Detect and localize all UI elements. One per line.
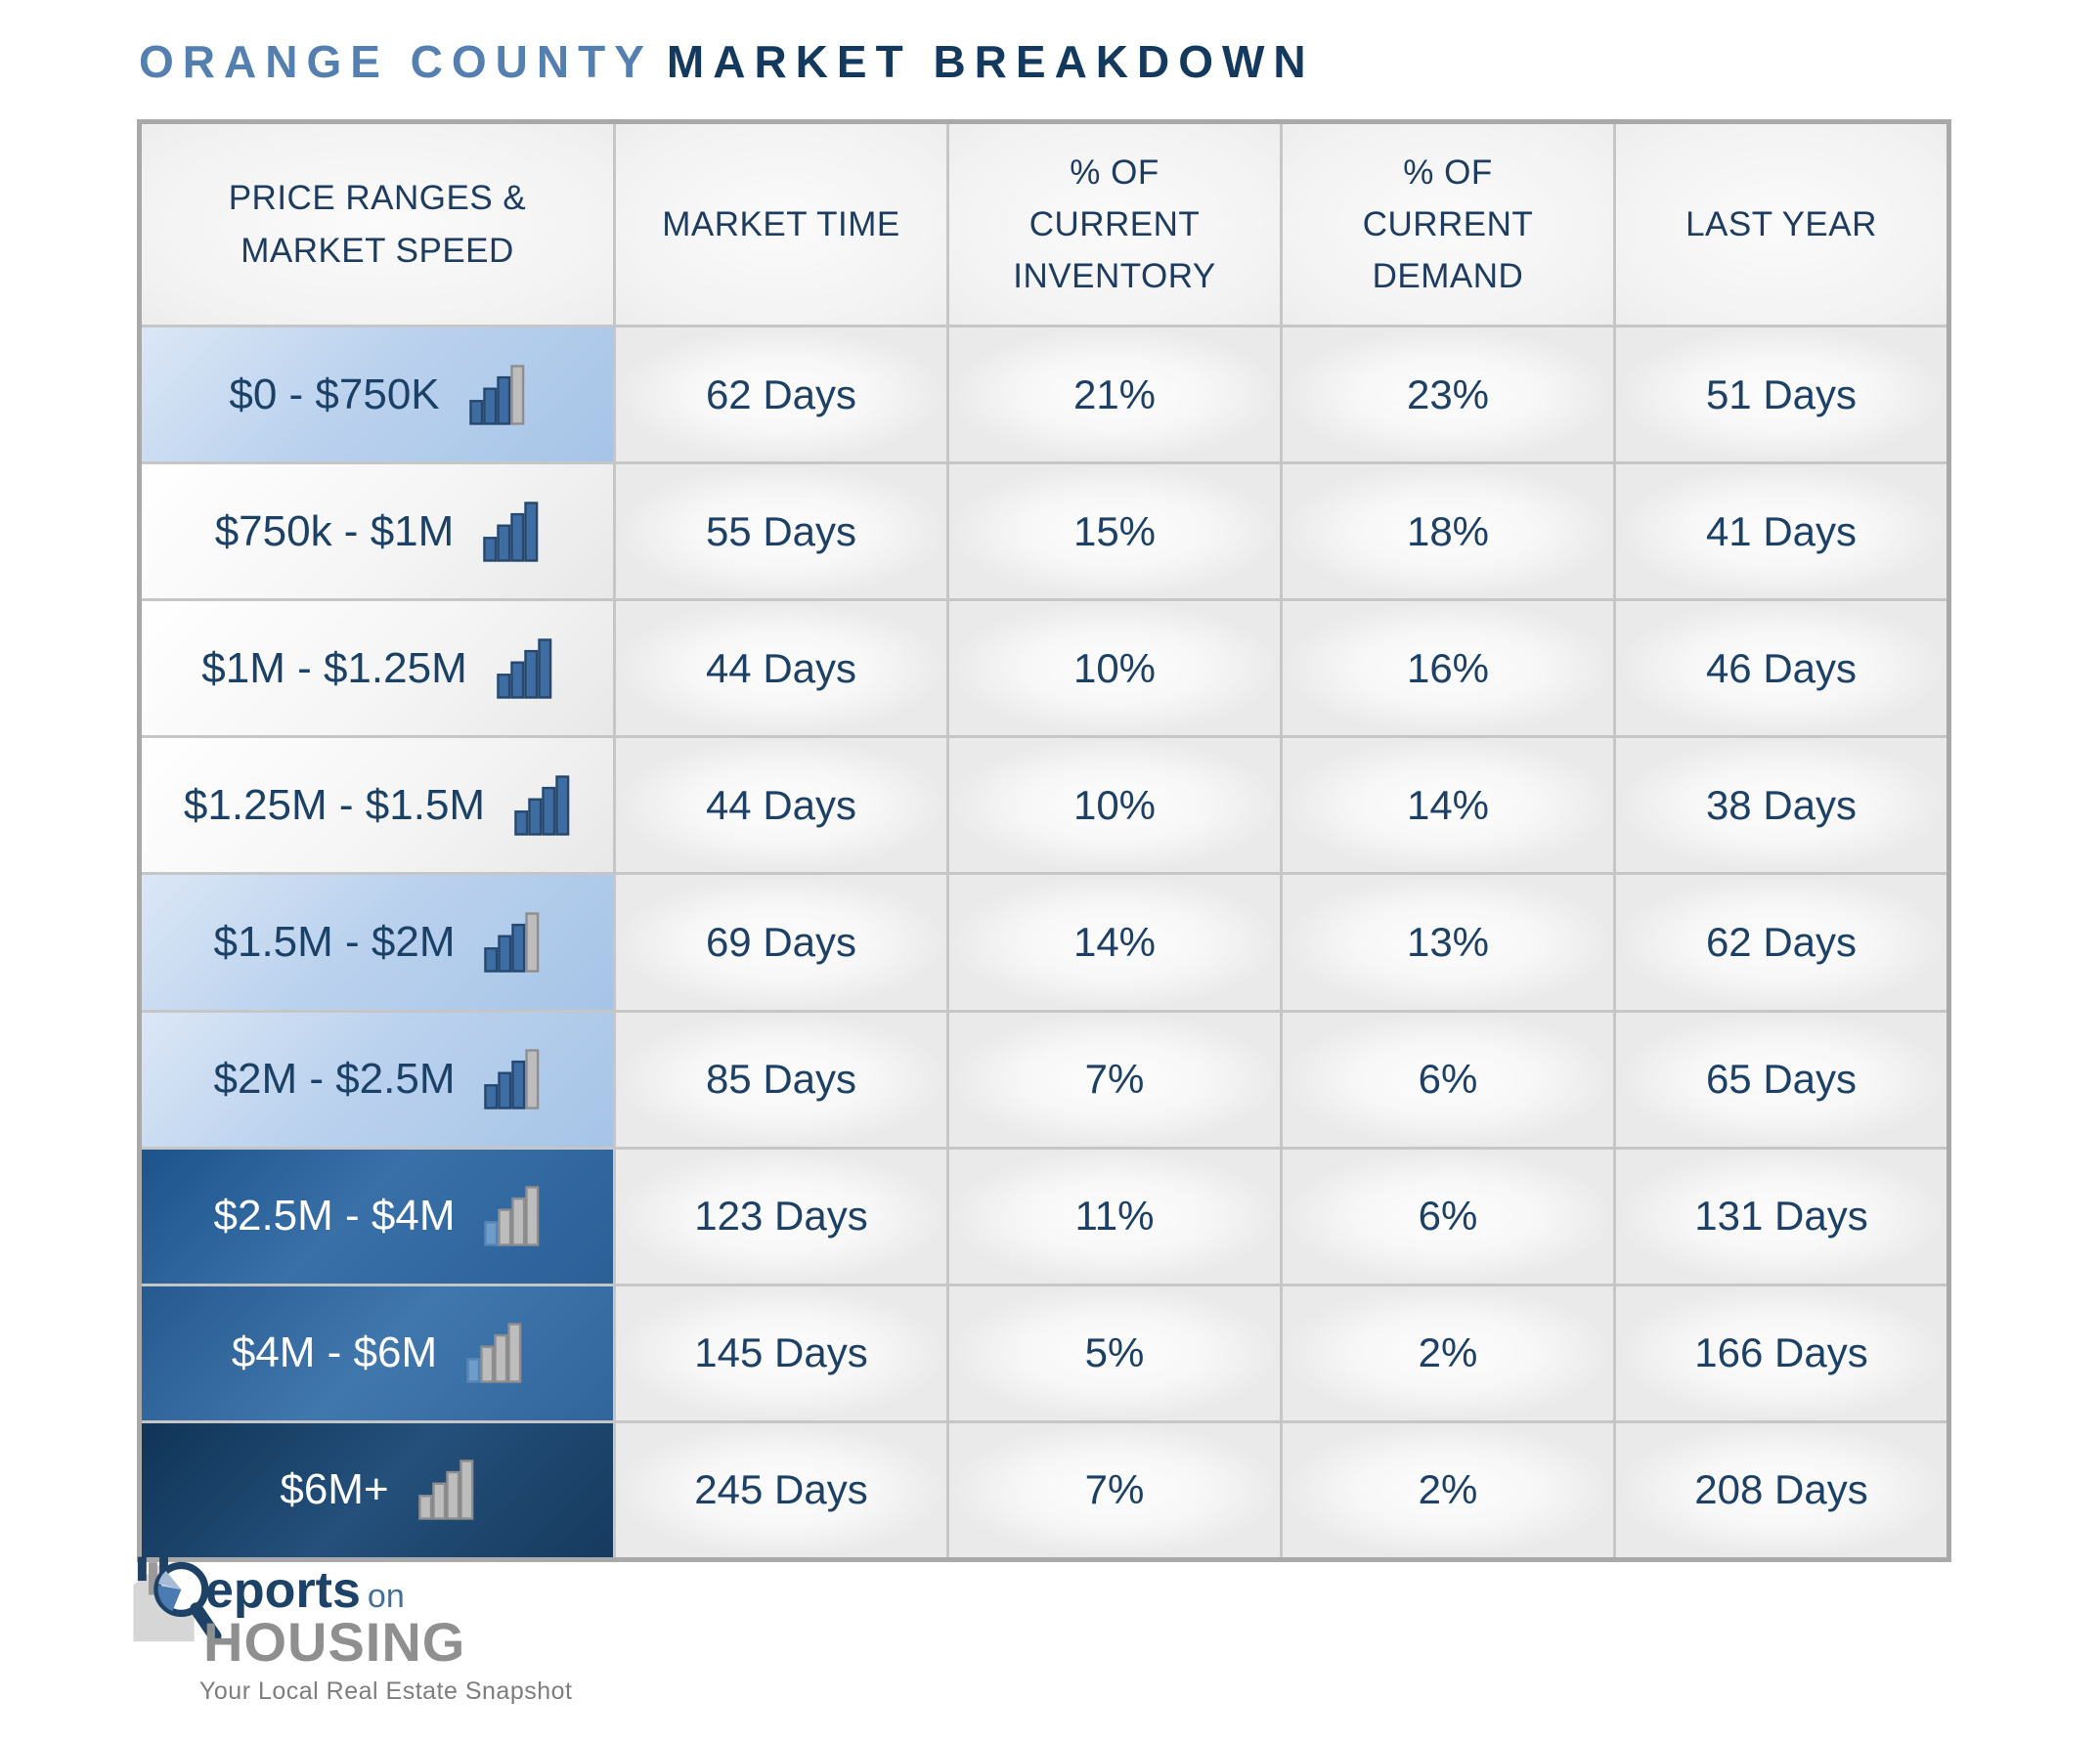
demand-cell: 13%: [1283, 875, 1613, 1010]
price-range-cell: $1.25M - $1.5M: [142, 738, 613, 873]
column-header-last-year: LAST YEAR: [1616, 124, 1947, 325]
price-range-cell: $2.5M - $4M: [142, 1149, 613, 1284]
logo-brand-housing: HOUSING: [203, 1611, 466, 1673]
demand-cell: 2%: [1283, 1422, 1613, 1557]
demand-cell: 23%: [1283, 327, 1613, 462]
market-speed-icon: [484, 1186, 540, 1246]
price-range-label: $2.5M - $4M: [213, 1192, 456, 1241]
price-range-cell: $1M - $1.25M: [142, 601, 613, 736]
market-breakdown-table: PRICE RANGES & MARKET SPEED MARKET TIME …: [137, 119, 1951, 1562]
market-time-cell: 245 Days: [616, 1422, 946, 1557]
last-year-cell: 46 Days: [1616, 601, 1947, 736]
inventory-cell: 11%: [949, 1149, 1280, 1284]
market-time-cell: 145 Days: [616, 1285, 946, 1420]
market-time-cell: 85 Days: [616, 1012, 946, 1147]
reports-on-housing-logo: eports on HOUSING Your Local Real Estate …: [129, 1552, 735, 1738]
inventory-cell: 21%: [949, 327, 1280, 462]
inventory-cell: 14%: [949, 875, 1280, 1010]
price-range-label: $1M - $1.25M: [201, 643, 467, 692]
page-title-suffix: MARKET BREAKDOWN: [666, 36, 1315, 87]
market-speed-icon: [466, 1323, 522, 1384]
last-year-cell: 51 Days: [1616, 327, 1947, 462]
price-range-cell: $0 - $750K: [142, 327, 613, 462]
price-range-cell: $750k - $1M: [142, 464, 613, 599]
price-range-label: $750k - $1M: [214, 506, 455, 555]
inventory-cell: 7%: [949, 1012, 1280, 1147]
market-time-cell: 55 Days: [616, 464, 946, 599]
price-range-cell: $6M+: [142, 1422, 613, 1557]
page-title: ORANGE COUNTY MARKET BREAKDOWN: [139, 35, 1315, 88]
inventory-cell: 15%: [949, 464, 1280, 599]
last-year-cell: 131 Days: [1616, 1149, 1947, 1284]
price-range-label: $4M - $6M: [231, 1328, 438, 1377]
market-speed-icon: [468, 364, 524, 425]
logo-brand: eports on: [205, 1561, 405, 1620]
market-speed-icon: [484, 1049, 540, 1110]
demand-cell: 18%: [1283, 464, 1613, 599]
market-speed-icon: [417, 1459, 473, 1521]
price-range-cell: $1.5M - $2M: [142, 875, 613, 1010]
price-range-label: $1.5M - $2M: [213, 917, 456, 966]
column-header-price-ranges: PRICE RANGES & MARKET SPEED: [142, 124, 613, 325]
market-speed-icon: [484, 912, 540, 973]
price-range-label: $0 - $750K: [229, 370, 440, 418]
demand-cell: 6%: [1283, 1012, 1613, 1147]
price-range-cell: $2M - $2.5M: [142, 1012, 613, 1147]
last-year-cell: 38 Days: [1616, 738, 1947, 873]
page-title-prefix: ORANGE COUNTY: [139, 36, 653, 87]
inventory-cell: 5%: [949, 1285, 1280, 1420]
logo-brand-reports: eports: [205, 1562, 361, 1619]
market-speed-icon: [496, 638, 552, 699]
price-range-cell: $4M - $6M: [142, 1285, 613, 1420]
magnifier-icon: [153, 1561, 222, 1643]
last-year-cell: 41 Days: [1616, 464, 1947, 599]
market-time-cell: 62 Days: [616, 327, 946, 462]
logo-mark-icon: [133, 1552, 222, 1643]
logo-tagline: Your Local Real Estate Snapshot: [199, 1677, 573, 1705]
last-year-cell: 208 Days: [1616, 1422, 1947, 1557]
logo-brand-on: on: [367, 1578, 405, 1615]
price-range-label: $2M - $2.5M: [213, 1055, 456, 1104]
inventory-cell: 10%: [949, 601, 1280, 736]
market-speed-icon: [514, 775, 570, 836]
market-time-cell: 44 Days: [616, 738, 946, 873]
market-speed-icon: [483, 501, 539, 562]
demand-cell: 6%: [1283, 1149, 1613, 1284]
last-year-cell: 62 Days: [1616, 875, 1947, 1010]
market-time-cell: 123 Days: [616, 1149, 946, 1284]
demand-cell: 14%: [1283, 738, 1613, 873]
demand-cell: 16%: [1283, 601, 1613, 736]
column-header-current-demand: % OF CURRENT DEMAND: [1283, 124, 1613, 325]
demand-cell: 2%: [1283, 1285, 1613, 1420]
mini-bar-chart-icon: [137, 1552, 168, 1595]
last-year-cell: 65 Days: [1616, 1012, 1947, 1147]
column-header-current-inventory: % OF CURRENT INVENTORY: [949, 124, 1280, 325]
price-range-label: $1.25M - $1.5M: [183, 780, 486, 829]
market-time-cell: 69 Days: [616, 875, 946, 1010]
market-time-cell: 44 Days: [616, 601, 946, 736]
inventory-cell: 7%: [949, 1422, 1280, 1557]
price-range-label: $6M+: [280, 1465, 389, 1514]
column-header-market-time: MARKET TIME: [616, 124, 946, 325]
inventory-cell: 10%: [949, 738, 1280, 873]
last-year-cell: 166 Days: [1616, 1285, 1947, 1420]
